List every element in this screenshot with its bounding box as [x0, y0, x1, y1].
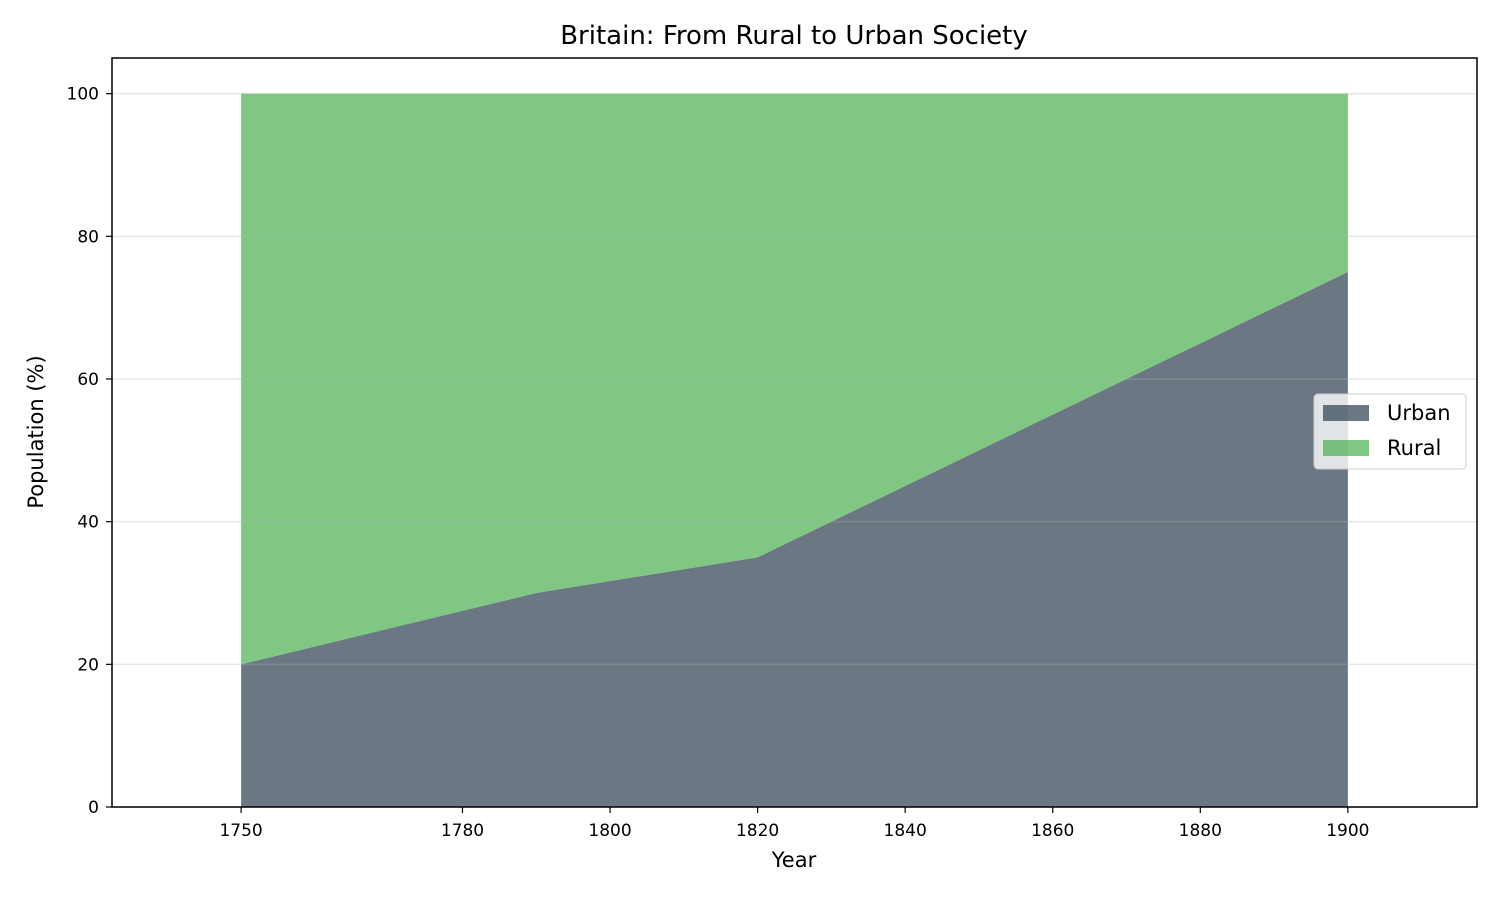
x-tick-label: 1780 [441, 821, 484, 841]
x-tick-label: 1800 [588, 821, 631, 841]
y-tick-label: 20 [77, 655, 99, 675]
y-tick-label: 60 [77, 370, 99, 390]
area-series [241, 93, 1348, 807]
y-tick-label: 80 [77, 227, 99, 247]
x-tick-label: 1820 [736, 821, 779, 841]
x-tick-label: 1900 [1326, 821, 1369, 841]
chart-title: Britain: From Rural to Urban Society [560, 21, 1028, 51]
x-tick-label: 1880 [1179, 821, 1222, 841]
y-tick-label: 0 [88, 798, 99, 818]
x-axis-ticks: 1750 1780 1800 1820 1840 1860 1880 1900 [219, 807, 1370, 841]
y-axis-ticks: 0 20 40 60 80 100 [67, 85, 112, 818]
legend-swatch-rural [1323, 440, 1369, 456]
x-tick-label: 1860 [1031, 821, 1074, 841]
y-axis-label: Population (%) [24, 355, 48, 508]
legend-label-rural: Rural [1387, 436, 1441, 460]
area-rural [241, 93, 1348, 665]
axes [111, 57, 1478, 808]
legend-label-urban: Urban [1387, 401, 1451, 425]
x-tick-label: 1750 [219, 821, 262, 841]
area-urban [241, 272, 1348, 807]
legend-swatch-urban [1323, 405, 1369, 421]
y-tick-label: 40 [77, 513, 99, 533]
x-tick-label: 1840 [884, 821, 927, 841]
x-axis-label: Year [771, 848, 817, 872]
legend: Urban Rural [1313, 393, 1467, 470]
plot-frame [111, 57, 1478, 808]
y-tick-label: 100 [67, 85, 99, 105]
